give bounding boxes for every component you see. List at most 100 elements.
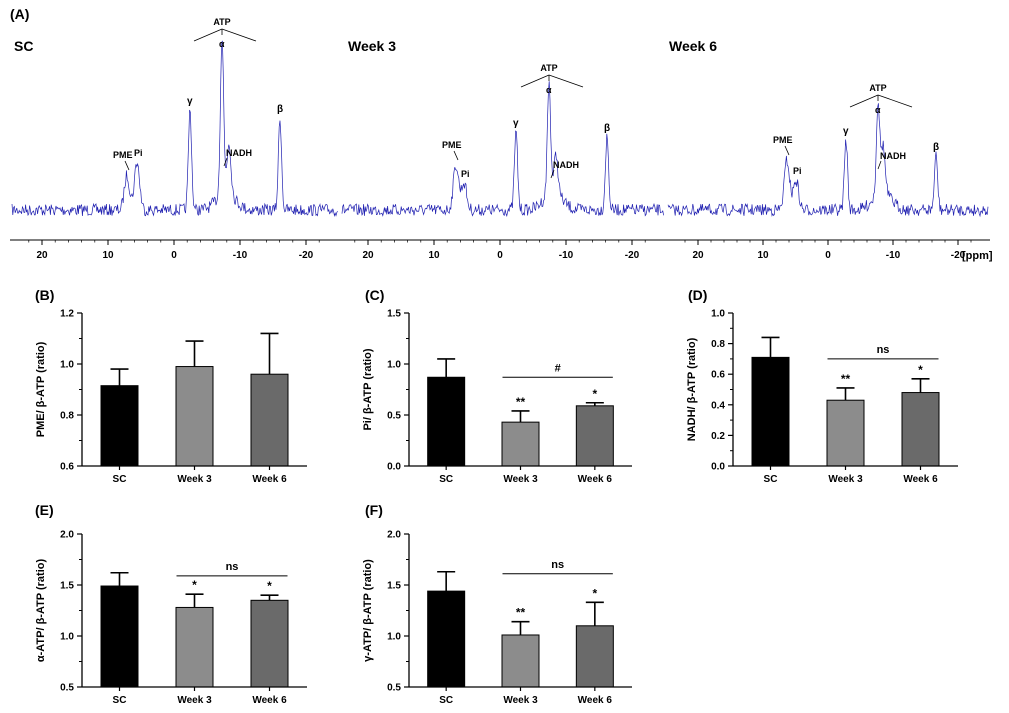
peak-pointer-pme-week6 xyxy=(784,145,790,156)
comparison-label: ns xyxy=(877,344,890,356)
bar xyxy=(901,392,940,467)
peak-label-pi-sc: Pi xyxy=(134,148,143,158)
x-tick-label: Week 3 xyxy=(177,474,212,485)
bar xyxy=(751,356,790,467)
atp-bracket-left-week6 xyxy=(849,94,879,108)
significance-mark: * xyxy=(918,363,923,377)
spectrum-title-sc: SC xyxy=(14,38,33,54)
peak-label-gamma-week6: γ xyxy=(843,126,849,137)
y-tick-label: 1.2 xyxy=(60,309,74,320)
atp-bracket-right-week6 xyxy=(877,94,913,108)
y-tick-label: 2.0 xyxy=(60,530,74,541)
ppm-tick-label-week3-1: 10 xyxy=(428,250,440,261)
peak-pointer-pme-week3 xyxy=(453,150,459,161)
significance-mark: * xyxy=(592,586,597,600)
comparison-label: ns xyxy=(226,561,239,573)
atp-bracket-left-week3 xyxy=(520,74,550,88)
bar xyxy=(826,399,865,467)
peak-label-beta-week6: β xyxy=(933,142,939,153)
y-tick-label: 1.5 xyxy=(60,581,74,592)
significance-mark: ** xyxy=(841,372,851,386)
bar xyxy=(175,366,214,467)
spectrum-title-week3: Week 3 xyxy=(348,38,396,54)
spectrum-title-week6: Week 6 xyxy=(669,38,717,54)
x-tick-label: SC xyxy=(764,474,778,485)
ppm-tick-label-sc-1: 10 xyxy=(102,250,114,261)
bar-chart-4: (F)***ns0.51.01.52.0SC Week 3 Week 6γ-ATP/… xyxy=(362,502,632,706)
peak-label-atp-sc: ATP xyxy=(213,17,230,27)
atp-bracket-right-sc xyxy=(221,28,257,42)
peak-label-pme-week6: PME xyxy=(773,135,793,145)
ppm-tick-label-sc-3: -10 xyxy=(233,250,248,261)
x-tick-label: Week 3 xyxy=(503,474,538,485)
y-tick-label: 1.5 xyxy=(387,309,401,320)
y-tick-label: 1.0 xyxy=(60,632,74,643)
peak-label-alpha-week3: α xyxy=(546,85,552,95)
y-tick-label: 0.2 xyxy=(711,431,725,442)
spectrum-line-sc xyxy=(11,40,338,217)
ppm-tick-label-week6-0: 20 xyxy=(692,250,704,261)
y-tick-label: 0.6 xyxy=(711,370,725,381)
y-axis-label: α-ATP/ β-ATP (ratio) xyxy=(35,559,47,663)
significance-mark: * xyxy=(267,579,272,593)
bar-chart-1: (C)***#0.00.51.01.5SC Week 3 Week 6Pi/ β-A… xyxy=(362,287,632,485)
x-tick-label: Week 6 xyxy=(578,474,613,485)
y-axis-label: PME/ β-ATP (ratio) xyxy=(35,341,47,437)
bar-chart-2: (D)***ns0.00.20.40.60.81.0SC Week 3 Week 6… xyxy=(686,287,958,485)
ppm-tick-label-week3-0: 20 xyxy=(362,250,374,261)
y-tick-label: 1.5 xyxy=(387,581,401,592)
y-axis-label: Pi/ β-ATP (ratio) xyxy=(362,348,374,430)
ppm-tick-label-sc-4: -20 xyxy=(299,250,314,261)
y-tick-label: 1.0 xyxy=(60,360,74,371)
peak-label-pme-sc: PME xyxy=(113,150,133,160)
ppm-tick-label-week6-2: 0 xyxy=(825,250,831,261)
bar xyxy=(250,599,289,688)
ppm-tick-label-week6-1: 10 xyxy=(757,250,769,261)
ppm-tick-label-sc-2: 0 xyxy=(171,250,177,261)
y-axis-label: NADH/ β-ATP (ratio) xyxy=(686,337,698,441)
peak-label-beta-sc: β xyxy=(277,104,283,115)
peak-label-alpha-week6: α xyxy=(875,105,881,115)
peak-label-nadh-sc: NADH xyxy=(226,148,252,158)
bar xyxy=(501,634,540,688)
x-tick-label: SC xyxy=(439,695,453,706)
peak-pointer-nadh-week6 xyxy=(877,160,882,170)
atp-bracket-left-sc xyxy=(193,28,223,42)
y-tick-label: 0.4 xyxy=(711,400,725,411)
x-tick-label: Week 6 xyxy=(578,695,613,706)
x-tick-label: Week 6 xyxy=(252,695,287,706)
y-tick-label: 0.0 xyxy=(711,462,725,473)
bar-chart-3: (E) * * ns 0.5 1.0 1.5 2.0 SC Week 3 Week 6 α-ATP/ … xyxy=(35,502,307,706)
y-axis-label: γ-ATP/ β-ATP (ratio) xyxy=(362,559,374,662)
peak-label-pme-week3: PME xyxy=(442,140,462,150)
x-tick-label: SC xyxy=(439,474,453,485)
ppm-tick-label-week3-3: -10 xyxy=(559,250,574,261)
bar xyxy=(100,385,139,467)
peak-label-gamma-week3: γ xyxy=(513,118,519,129)
y-tick-label: 1.0 xyxy=(387,360,401,371)
peak-label-alpha-sc: α xyxy=(219,39,225,49)
y-tick-label: 1.0 xyxy=(711,309,725,320)
significance-mark: ** xyxy=(516,606,526,620)
x-tick-label: Week 6 xyxy=(903,474,938,485)
bar xyxy=(427,376,466,467)
atp-bracket-right-week3 xyxy=(548,74,584,88)
bar xyxy=(575,405,614,467)
y-tick-label: 0.5 xyxy=(387,683,401,694)
bar xyxy=(501,421,540,467)
peak-pointer-nadh-sc xyxy=(223,157,228,167)
panel-letter: (B) xyxy=(35,287,54,303)
ppm-tick-label-week6-4: -20 xyxy=(951,250,966,261)
x-tick-label: Week 3 xyxy=(177,695,212,706)
peak-label-gamma-sc: γ xyxy=(187,96,193,107)
bar xyxy=(175,606,214,688)
peak-label-beta-week3: β xyxy=(604,123,610,134)
bar xyxy=(100,585,139,688)
panel-letter: (C) xyxy=(365,287,384,303)
peak-label-nadh-week6: NADH xyxy=(880,151,906,161)
bar xyxy=(427,590,466,688)
peak-label-atp-week3: ATP xyxy=(540,63,557,73)
significance-mark: * xyxy=(192,578,197,592)
